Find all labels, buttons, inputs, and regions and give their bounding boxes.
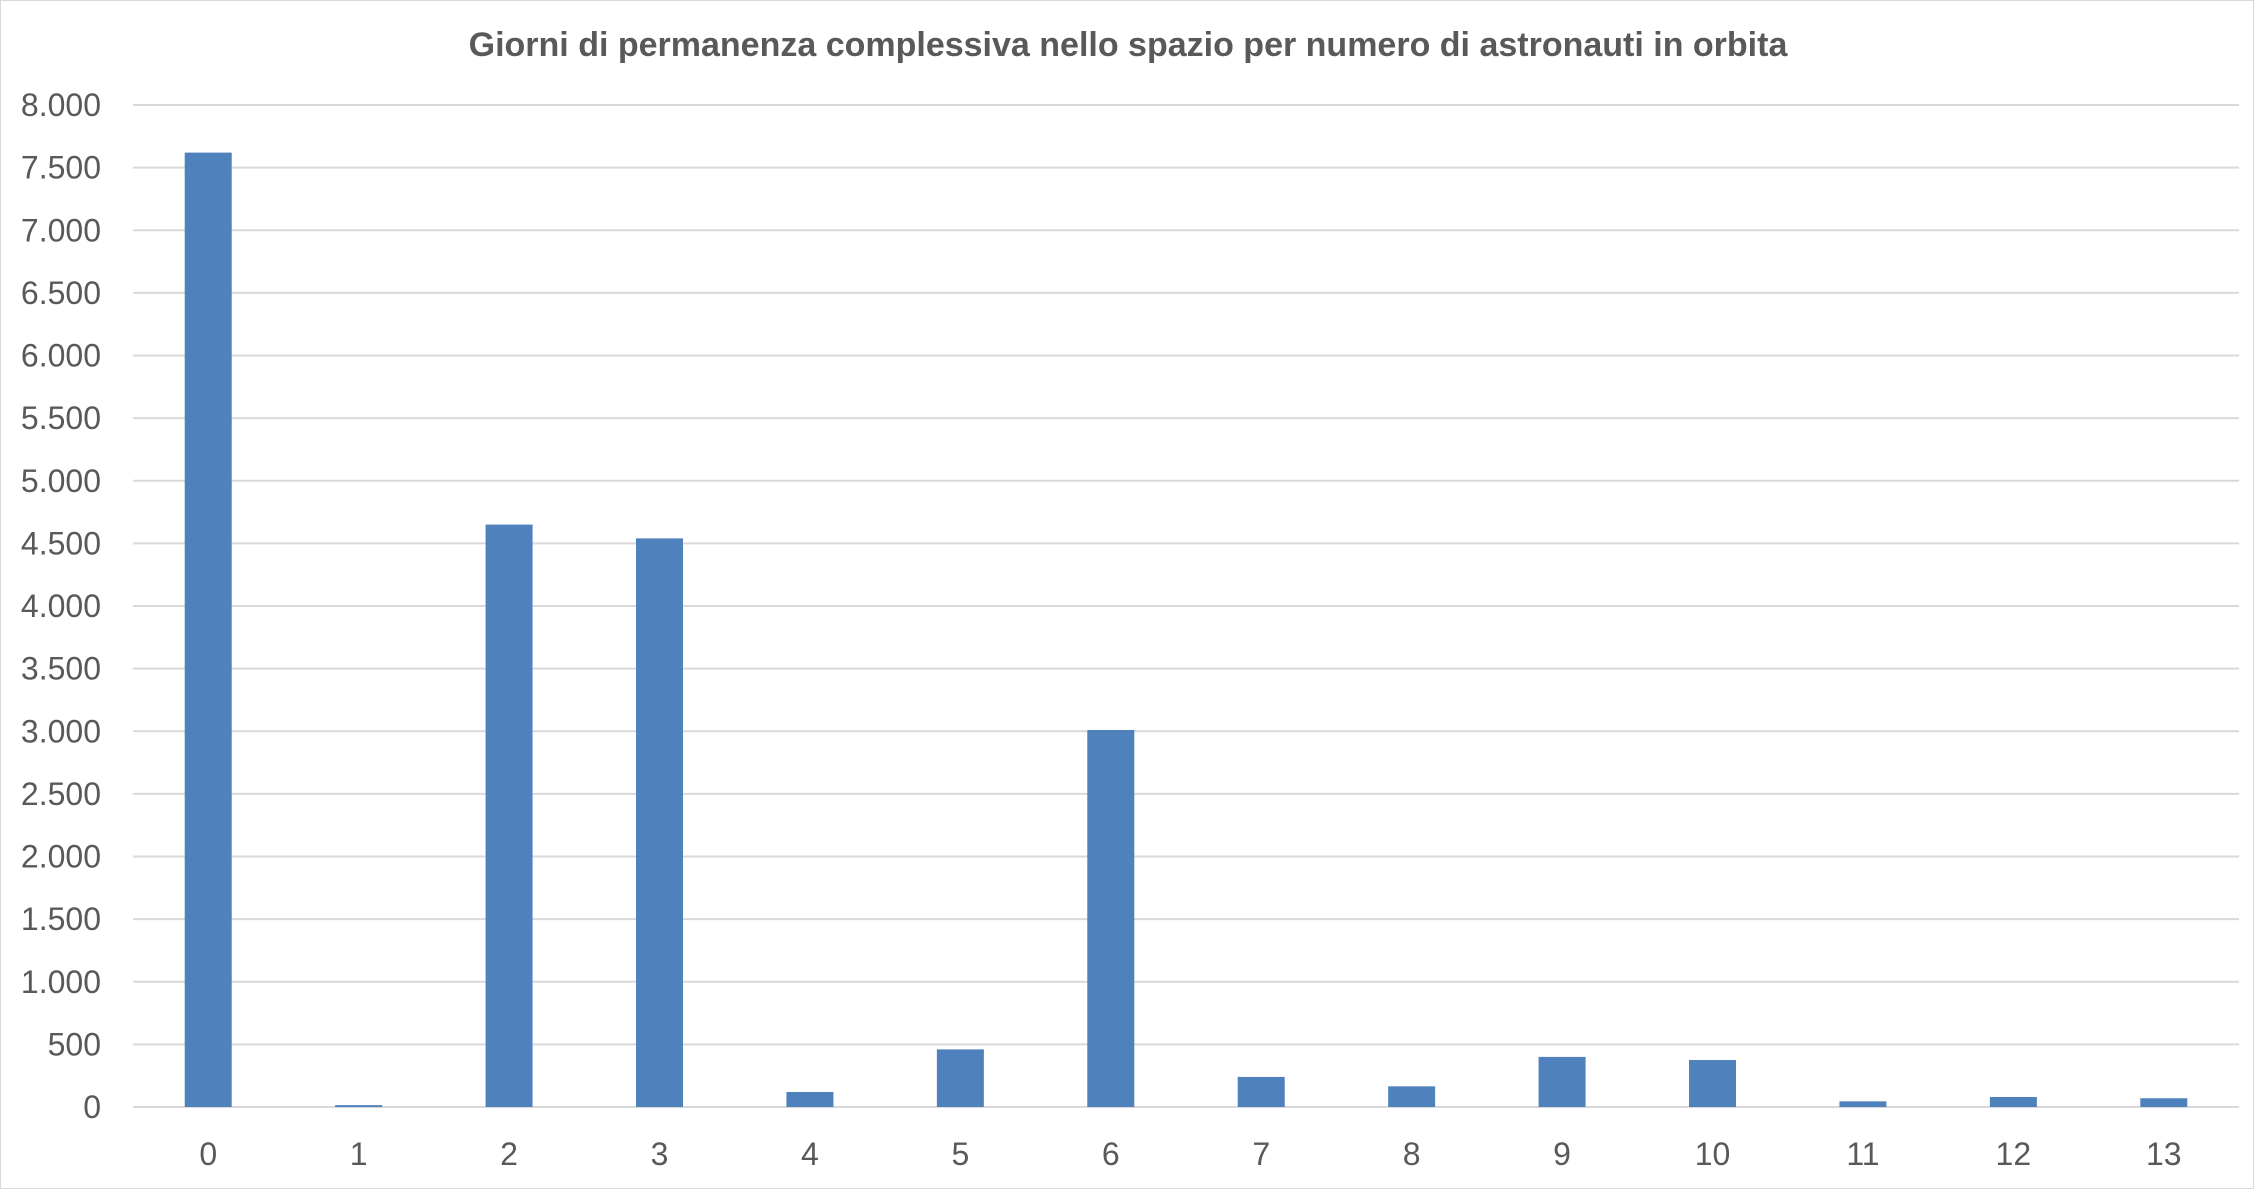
y-tick-label: 1.000 [21, 964, 101, 1000]
x-axis-tick-labels: 0 1 2 3 4 5 6 7 8 9 10 11 12 13 [199, 1136, 2181, 1172]
y-tick-label: 2.000 [21, 839, 101, 875]
x-tick-label: 8 [1403, 1136, 1421, 1172]
y-tick-label: 4.000 [21, 588, 101, 624]
x-tick-label: 12 [1996, 1136, 2032, 1172]
y-tick-label: 7.500 [21, 150, 101, 186]
y-tick-label: 500 [48, 1026, 101, 1062]
y-tick-label: 1.500 [21, 901, 101, 937]
bar [1689, 1060, 1736, 1107]
x-tick-label: 5 [951, 1136, 969, 1172]
y-tick-label: 3.500 [21, 651, 101, 687]
x-tick-label: 13 [2146, 1136, 2182, 1172]
x-tick-label: 0 [199, 1136, 217, 1172]
y-tick-label: 5.500 [21, 400, 101, 436]
y-tick-label: 6.500 [21, 275, 101, 311]
bar [335, 1105, 383, 1107]
y-tick-label: 8.000 [21, 87, 101, 123]
y-tick-label: 4.500 [21, 525, 101, 561]
y-tick-label: 0 [83, 1089, 101, 1125]
bar [1388, 1086, 1436, 1107]
bar [184, 152, 232, 1108]
bar [485, 524, 533, 1107]
x-tick-label: 1 [350, 1136, 368, 1172]
x-tick-label: 6 [1102, 1136, 1120, 1172]
y-tick-label: 2.500 [21, 776, 101, 812]
y-tick-label: 6.000 [21, 338, 101, 374]
y-tick-label: 3.000 [21, 713, 101, 749]
gridlines [133, 104, 2239, 1108]
x-tick-label: 4 [801, 1136, 819, 1172]
bar [1538, 1056, 1586, 1107]
x-tick-label: 2 [500, 1136, 518, 1172]
bar [936, 1049, 984, 1107]
bar [1087, 729, 1135, 1107]
bar [1989, 1096, 2037, 1107]
bar [636, 538, 683, 1107]
x-tick-label: 9 [1553, 1136, 1571, 1172]
y-tick-label: 5.000 [21, 463, 101, 499]
bars [184, 152, 2188, 1108]
bar [1839, 1101, 1887, 1107]
x-tick-label: 11 [1846, 1136, 1879, 1172]
y-tick-label: 7.000 [21, 212, 101, 248]
bar [2140, 1098, 2188, 1107]
bar [786, 1091, 834, 1107]
x-tick-label: 10 [1695, 1136, 1731, 1172]
y-axis-tick-labels: 0 500 1.000 1.500 2.000 2.500 3.000 3.500 4.000 4… [21, 87, 101, 1125]
x-tick-label: 7 [1252, 1136, 1270, 1172]
bar [1237, 1076, 1285, 1107]
x-tick-label: 3 [651, 1136, 669, 1172]
chart-title: Giorni di permanenza complessiva nello s… [469, 26, 1789, 64]
